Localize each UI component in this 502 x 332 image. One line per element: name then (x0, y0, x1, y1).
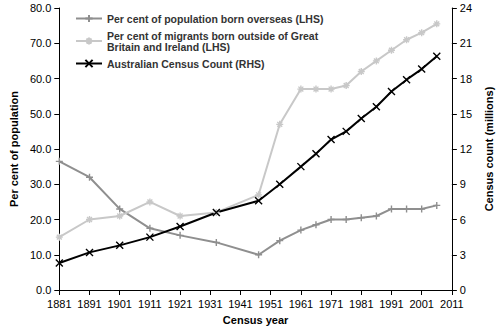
svg-text:50.0: 50.0 (30, 108, 51, 120)
svg-text:15: 15 (460, 108, 472, 120)
svg-text:1981: 1981 (349, 298, 373, 310)
svg-text:Census year: Census year (223, 314, 289, 326)
svg-text:Per cent of population born ov: Per cent of population born overseas (LH… (107, 13, 323, 25)
svg-text:12: 12 (460, 143, 472, 155)
svg-text:80.0: 80.0 (30, 2, 51, 14)
svg-text:0: 0 (460, 284, 466, 296)
svg-text:Australian Census Count (RHS): Australian Census Count (RHS) (107, 58, 265, 70)
svg-text:Per cent of population: Per cent of population (8, 91, 20, 207)
svg-text:Census count (millions): Census count (millions) (483, 86, 495, 211)
svg-text:1991: 1991 (379, 298, 403, 310)
svg-text:2001: 2001 (409, 298, 433, 310)
svg-text:1881: 1881 (47, 298, 71, 310)
svg-text:18: 18 (460, 73, 472, 85)
svg-text:1951: 1951 (258, 298, 282, 310)
svg-text:9: 9 (460, 178, 466, 190)
svg-text:40.0: 40.0 (30, 143, 51, 155)
svg-text:2011: 2011 (440, 298, 464, 310)
svg-text:3: 3 (460, 249, 466, 261)
svg-text:1971: 1971 (319, 298, 343, 310)
svg-text:30.0: 30.0 (30, 178, 51, 190)
svg-text:6: 6 (460, 214, 466, 226)
svg-text:60.0: 60.0 (30, 73, 51, 85)
svg-text:20.0: 20.0 (30, 214, 51, 226)
svg-text:10.0: 10.0 (30, 249, 51, 261)
svg-text:1891: 1891 (77, 298, 101, 310)
svg-text:1961: 1961 (289, 298, 313, 310)
svg-text:1931: 1931 (198, 298, 222, 310)
svg-text:Per cent of migrants born outs: Per cent of migrants born outside of Gre… (107, 29, 322, 42)
svg-text:70.0: 70.0 (30, 37, 51, 49)
svg-text:0.0: 0.0 (36, 284, 51, 296)
svg-text:1911: 1911 (138, 298, 162, 310)
svg-text:1941: 1941 (228, 298, 252, 310)
svg-text:Britain and Ireland (LHS): Britain and Ireland (LHS) (107, 41, 230, 53)
svg-text:24: 24 (460, 2, 472, 14)
svg-text:1921: 1921 (168, 298, 192, 310)
svg-text:1901: 1901 (107, 298, 131, 310)
svg-text:21: 21 (460, 37, 472, 49)
